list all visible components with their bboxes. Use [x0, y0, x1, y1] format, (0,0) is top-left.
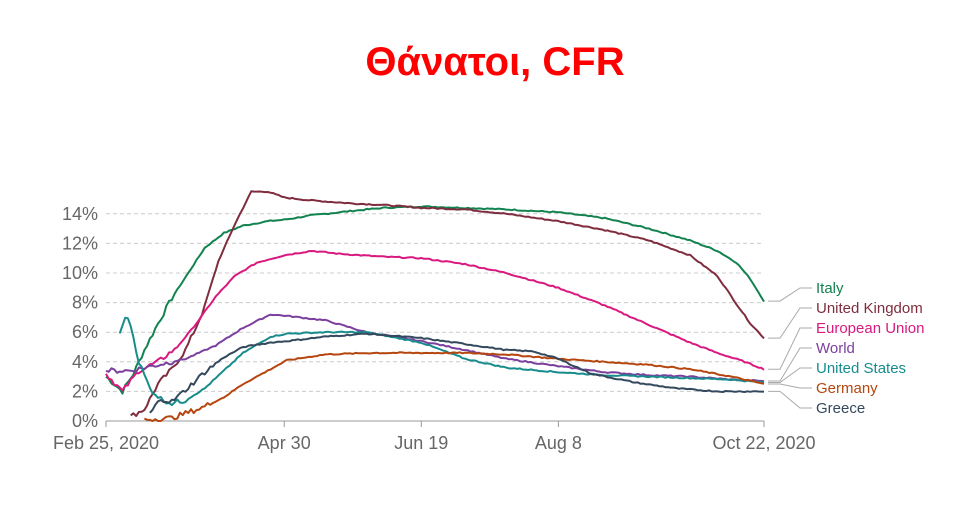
legend-leader-european-union	[768, 327, 812, 370]
y-tick-label: 14%	[62, 204, 98, 224]
x-tick-label: Feb 25, 2020	[53, 433, 159, 453]
y-tick-label: 8%	[72, 293, 98, 313]
y-tick-label: 10%	[62, 263, 98, 283]
y-tick-label: 0%	[72, 411, 98, 431]
y-tick-label: 6%	[72, 322, 98, 342]
series-line-germany	[143, 351, 765, 422]
legend-leader-italy	[768, 287, 812, 302]
x-tick-label: Jun 19	[394, 433, 448, 453]
x-axis: Feb 25, 2020 Apr 30 Jun 19 Aug 8 Oct 22, 202…	[53, 421, 816, 453]
y-tick-label: 2%	[72, 381, 98, 401]
legend-label-greece: Greece	[816, 400, 865, 417]
legend: Italy United Kingdom European Union World Un…	[768, 280, 924, 417]
legend-leader-world	[768, 347, 812, 382]
series-line-italy	[105, 205, 765, 395]
y-axis: 0% 2% 4% 6% 8% 10% 12% 14%	[62, 204, 98, 431]
x-tick-label: Oct 22, 2020	[712, 433, 815, 453]
x-tick-label: Aug 8	[535, 433, 582, 453]
legend-leader-germany	[768, 383, 812, 389]
legend-leader-united-kingdom	[768, 307, 812, 339]
series-line-united-kingdom	[130, 190, 765, 417]
legend-label-italy: Italy	[816, 280, 844, 297]
grid-lines	[106, 213, 764, 422]
legend-leader-united-states	[768, 367, 812, 383]
series-line-united-states	[118, 316, 765, 407]
page-title: Θάνατοι, CFR	[365, 40, 625, 84]
legend-label-world: World	[816, 340, 855, 357]
y-tick-label: 12%	[62, 233, 98, 253]
legend-label-united-states: United States	[816, 360, 906, 377]
series-lines	[105, 190, 765, 422]
series-line-european-union	[105, 250, 765, 392]
series-line-greece	[149, 332, 764, 414]
legend-label-european-union: European Union	[816, 320, 924, 337]
legend-label-germany: Germany	[816, 380, 878, 397]
y-tick-label: 4%	[72, 352, 98, 372]
legend-label-united-kingdom: United Kingdom	[816, 300, 923, 317]
legend-leader-greece	[768, 390, 812, 409]
x-tick-label: Apr 30	[258, 433, 311, 453]
